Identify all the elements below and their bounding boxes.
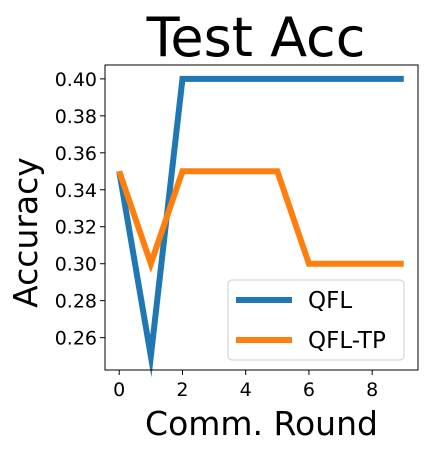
- series-layer: [116, 75, 404, 378]
- series-line-qfl-tp: [116, 168, 404, 273]
- legend-label: QFL: [308, 288, 352, 314]
- y-tick-label: 0.26: [55, 328, 97, 350]
- x-tick-label: 0: [113, 379, 125, 401]
- y-axis-ticks: 0.26 0.28 0.30 0.32 0.34 0.36 0.38 0.40: [55, 69, 105, 350]
- y-tick-label: 0.30: [55, 254, 97, 276]
- chart-title: Test Acc: [146, 6, 366, 69]
- x-tick-label: 2: [176, 379, 188, 401]
- y-tick-label: 0.36: [55, 143, 97, 165]
- y-tick-label: 0.28: [55, 291, 97, 313]
- y-axis-label: Accuracy: [6, 157, 45, 308]
- x-axis-ticks: 0 2 4 6 8: [113, 370, 378, 401]
- y-tick-label: 0.40: [55, 69, 97, 91]
- y-tick-label: 0.34: [55, 180, 97, 202]
- x-tick-label: 8: [366, 379, 378, 401]
- x-axis-label: Comm. Round: [145, 404, 378, 443]
- x-tick-label: 6: [303, 379, 315, 401]
- x-tick-label: 4: [240, 379, 252, 401]
- plot-frame: [104, 64, 419, 371]
- y-tick-label: 0.38: [55, 106, 97, 128]
- legend: QFL QFL-TP: [227, 279, 405, 361]
- y-tick-label: 0.32: [55, 217, 97, 239]
- legend-label: QFL-TP: [308, 328, 386, 354]
